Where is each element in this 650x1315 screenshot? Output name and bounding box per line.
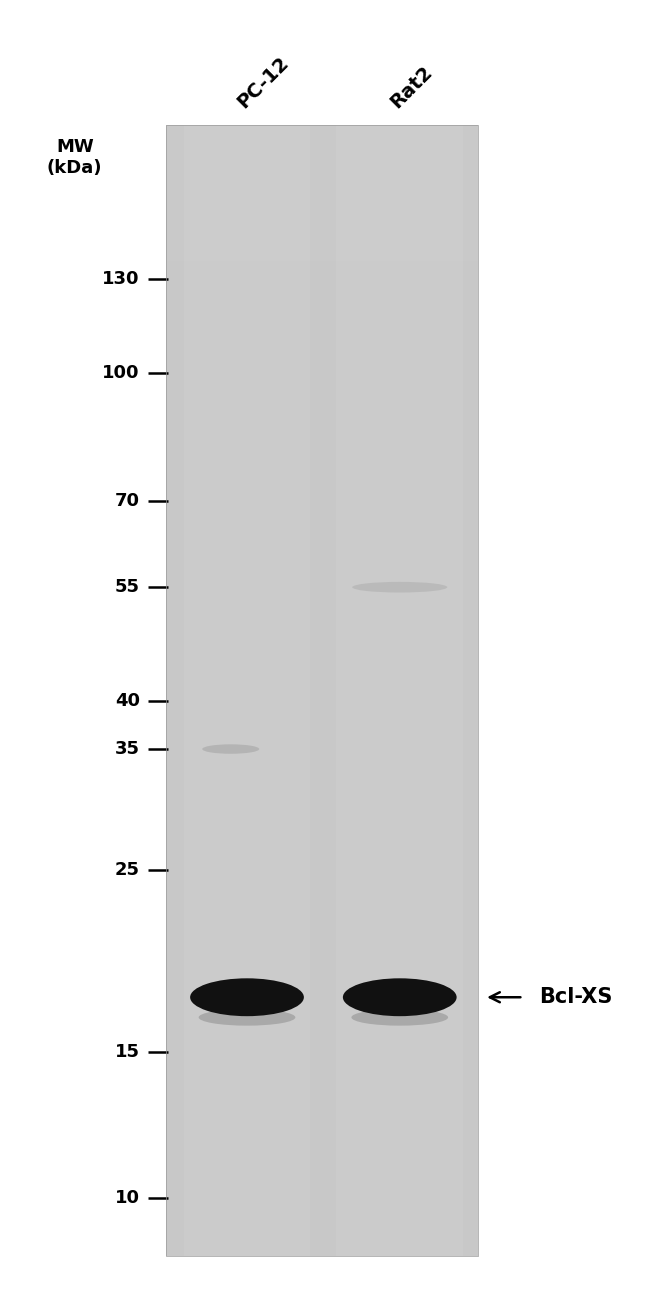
Text: 130: 130	[102, 270, 140, 288]
Bar	[166, 159, 478, 176]
Bar	[166, 413, 478, 430]
Ellipse shape	[199, 1009, 295, 1026]
Text: 100: 100	[102, 364, 140, 383]
Text: PC-12: PC-12	[233, 53, 292, 112]
Text: 55: 55	[115, 579, 140, 596]
Text: 25: 25	[115, 860, 140, 878]
Bar	[166, 329, 478, 346]
Bar	[166, 142, 478, 159]
Text: MW
(kDa): MW (kDa)	[47, 138, 103, 178]
Bar	[166, 379, 478, 396]
Bar	[166, 396, 478, 413]
Ellipse shape	[352, 581, 447, 593]
Text: Bcl-XS: Bcl-XS	[540, 988, 613, 1007]
Text: 15: 15	[115, 1043, 140, 1061]
Bar	[166, 363, 478, 379]
Bar	[166, 295, 478, 312]
Text: 35: 35	[115, 740, 140, 757]
Bar	[166, 125, 478, 142]
Bar	[166, 209, 478, 226]
Ellipse shape	[352, 1009, 448, 1026]
Text: 10: 10	[115, 1189, 140, 1207]
Bar	[166, 176, 478, 193]
Bar	[166, 260, 478, 277]
Bar	[166, 125, 478, 1256]
Ellipse shape	[190, 978, 304, 1016]
Bar	[166, 312, 478, 329]
Text: 40: 40	[115, 692, 140, 710]
Ellipse shape	[343, 978, 456, 1016]
Text: 70: 70	[115, 492, 140, 510]
Bar	[166, 125, 478, 1256]
Bar	[166, 193, 478, 210]
Ellipse shape	[202, 744, 259, 753]
Bar	[166, 243, 478, 260]
Bar	[337, 125, 463, 1256]
Text: Rat2: Rat2	[386, 62, 436, 112]
Bar	[166, 346, 478, 363]
Bar	[166, 226, 478, 243]
Bar	[183, 125, 311, 1256]
Bar	[166, 108, 478, 125]
Bar	[166, 430, 478, 447]
Bar	[166, 277, 478, 295]
